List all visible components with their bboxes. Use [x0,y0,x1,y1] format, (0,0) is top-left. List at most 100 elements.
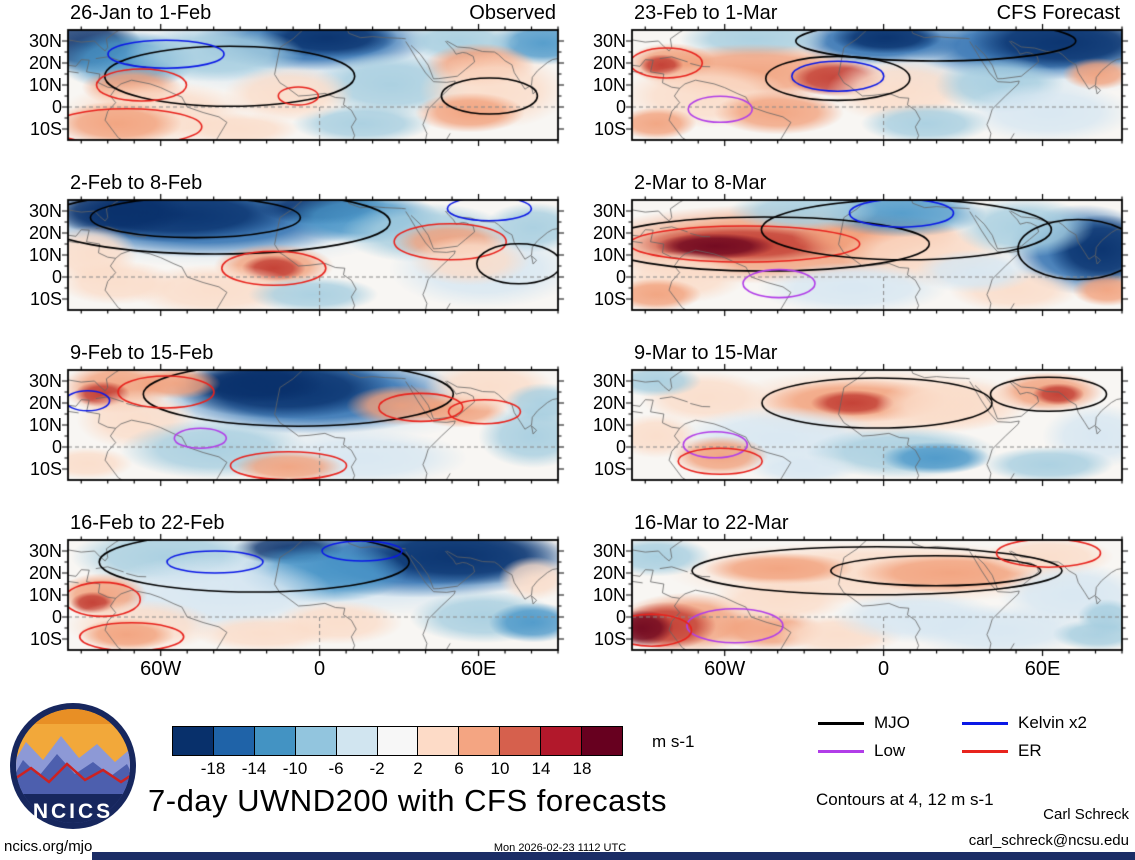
lat-tick-label: 10S [593,119,626,139]
lat-tick-label: 10N [592,585,626,605]
lat-tick-label: 20N [28,223,62,243]
panel-title: 9-Feb to 15-Feb [70,342,214,364]
figure-title: 7-day UWND200 with CFS forecasts [148,783,668,818]
lat-tick-label: 10N [28,75,62,95]
colorbar-tick-label: 10 [490,759,510,778]
lat-tick-label: 10N [28,245,62,265]
author-name: Carl Schreck [1043,806,1129,823]
colorbar-segment [541,727,583,755]
lat-tick-label: 30N [28,201,62,221]
lat-tick-label: 30N [592,31,626,51]
lat-tick-label: 10N [592,415,626,435]
panel-header: 9-Mar to 15-Mar [632,342,1122,368]
panel-header: 16-Feb to 22-Feb [68,512,558,538]
colorbar-segment [336,727,378,755]
lat-tick-label: 20N [28,53,62,73]
colorbar-segment [213,727,255,755]
lat-tick-label: 10N [592,245,626,265]
colorbar-tick-label: 18 [572,759,592,778]
colorbar-segment [377,727,419,755]
lat-tick-label: 0 [615,437,626,457]
timestamp: Mon 2026-02-23 1112 UTC [493,842,627,854]
lat-tick-label: 20N [28,563,62,583]
lon-tick-label: 0 [314,658,326,680]
panel-title: 9-Mar to 15-Mar [634,342,778,364]
lat-tick-label: 30N [28,31,62,51]
lat-tick-label: 0 [51,267,62,287]
colorbar-segment [459,727,501,755]
colorbar-segment [418,727,460,755]
lat-tick-label: 10S [593,629,626,649]
lat-tick-label: 10S [593,289,626,309]
lat-tick-label: 10S [29,459,62,479]
panel-title: 26-Jan to 1-Feb [70,2,212,24]
footer-bar [92,852,1135,860]
logo-text: NCICS [33,800,113,823]
colorbar-segment [500,727,542,755]
ncics-logo: NCICS [10,703,136,829]
colorbar-tick-label: 2 [413,759,423,778]
colorbar-segment [173,727,214,755]
lat-tick-label: 0 [51,607,62,627]
map-panel [622,20,1132,150]
map-panel [622,190,1132,320]
lat-tick-label: 10S [29,629,62,649]
panel-header: 9-Feb to 15-Feb [68,342,558,368]
lat-tick-label: 10N [592,75,626,95]
panel-title: 2-Mar to 8-Mar [634,172,767,194]
colorbar-tick-label: 14 [531,759,551,778]
lat-tick-label: 20N [592,53,626,73]
lat-tick-label: 10N [28,415,62,435]
lat-tick-label: 0 [615,267,626,287]
er-line [962,750,1008,753]
colorbar-segment [254,727,296,755]
lat-tick-label: 20N [28,393,62,413]
panel-title: 16-Mar to 22-Mar [634,512,789,534]
panel-title: 16-Feb to 22-Feb [70,512,225,534]
colorbar-tick-label: 6 [454,759,464,778]
map-panel [58,530,568,660]
colorbar-tick-label: -2 [369,759,385,778]
lon-tick-label: 0 [878,658,890,680]
panel-header: 26-Jan to 1-Feb Observed [68,2,558,28]
lat-tick-label: 10S [29,289,62,309]
lat-tick-label: 30N [28,541,62,561]
colorbar-tick-label: -6 [328,759,344,778]
legend-label-low: Low [874,741,906,760]
panel-title: 23-Feb to 1-Mar [634,2,778,24]
lat-tick-label: 10N [28,585,62,605]
lat-tick-label: 0 [615,607,626,627]
legend-label-er: ER [1018,741,1042,760]
column-tag: Observed [469,2,556,24]
low-line [818,750,864,753]
lat-tick-label: 10S [593,459,626,479]
lat-tick-label: 20N [592,393,626,413]
panel-header: 2-Feb to 8-Feb [68,172,558,198]
map-panel [58,190,568,320]
legend-label-mjo: MJO [874,713,910,732]
map-panel [622,360,1132,490]
mjo-line [818,722,864,725]
colorbar-units: m s-1 [652,732,695,751]
kelvin-line [962,722,1008,725]
panel-header: 2-Mar to 8-Mar [632,172,1122,198]
colorbar-segment [295,727,337,755]
lat-tick-label: 20N [592,223,626,243]
lat-tick-label: 20N [592,563,626,583]
map-panel [58,20,568,150]
lat-tick-label: 30N [592,371,626,391]
panel-title: 2-Feb to 8-Feb [70,172,203,194]
lon-tick-label: 60E [460,658,497,680]
lat-tick-label: 30N [28,371,62,391]
site-url: ncics.org/mjo [4,838,93,855]
lon-tick-label: 60W [704,658,746,680]
colorbar-tick-label: -10 [282,759,308,778]
lon-tick-label: 60E [1024,658,1061,680]
panel-header: 23-Feb to 1-Mar CFS Forecast [632,2,1122,28]
colorbar [172,726,623,756]
colorbar-labels: -18 -14 -10 -6 -2 2 6 10 14 18 [172,759,623,781]
author-email: carl_schreck@ncsu.edu [968,832,1129,849]
column-tag: CFS Forecast [996,2,1120,24]
map-panel [622,530,1132,660]
